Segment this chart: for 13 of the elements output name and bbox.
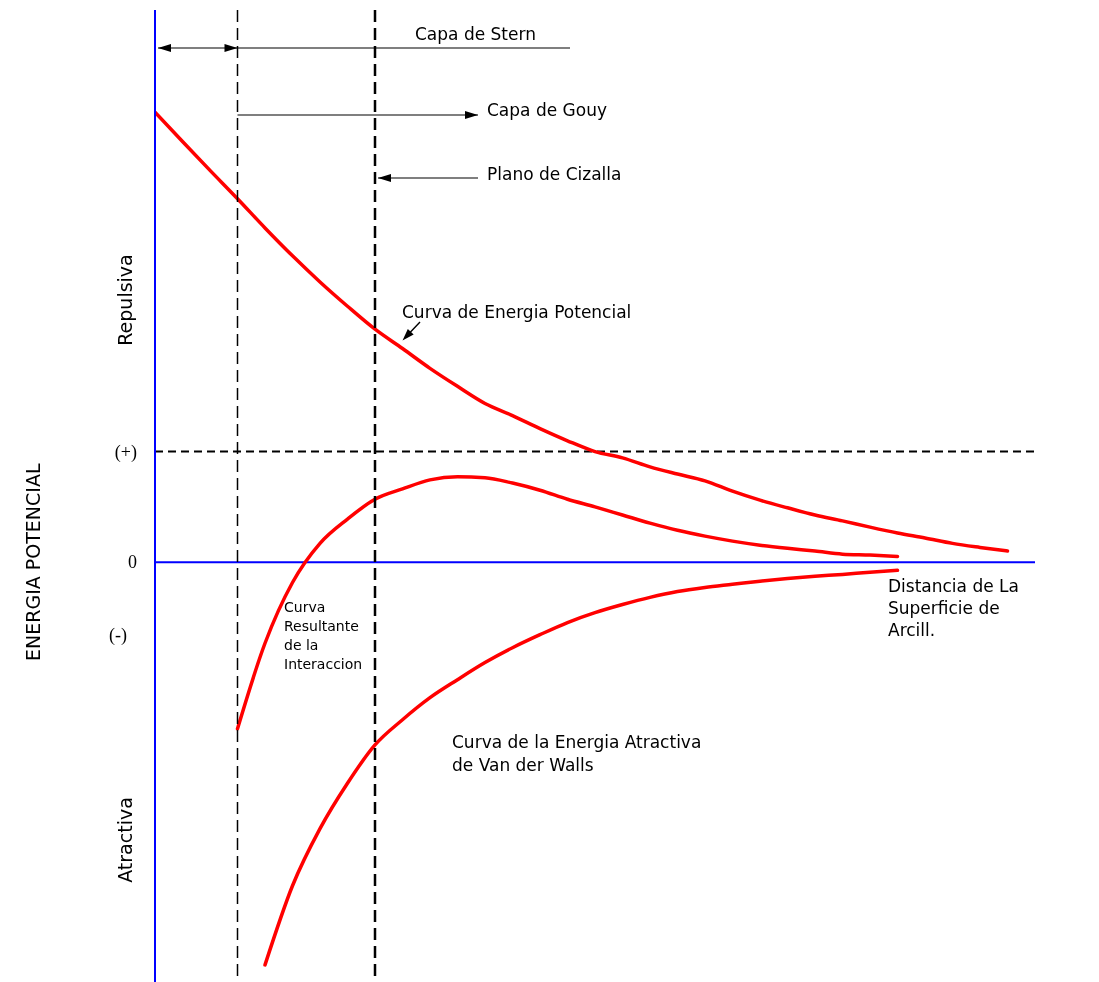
- annotation: Plano de Cizalla: [487, 164, 622, 184]
- text: Repulsiva: [114, 254, 136, 346]
- series-label: Curva Resultante de la Interaccion: [284, 599, 363, 672]
- text: Capa de Stern: [415, 24, 536, 44]
- annotation: Capa de Gouy: [487, 100, 607, 120]
- text: ENERGIA POTENCIAL: [22, 463, 44, 661]
- text: (-): [109, 625, 127, 646]
- x-axis-title: Distancia de La Superficie de Arcill.: [888, 576, 1019, 640]
- text: Atractiva: [114, 797, 136, 883]
- ref-line-label: (+): [114, 441, 137, 463]
- text: Curva de la Energia Atractiva de Van der Walls: [452, 732, 702, 775]
- series-label: Curva de Energia Potencial: [402, 302, 632, 322]
- ref-line-label: 0: [128, 552, 137, 573]
